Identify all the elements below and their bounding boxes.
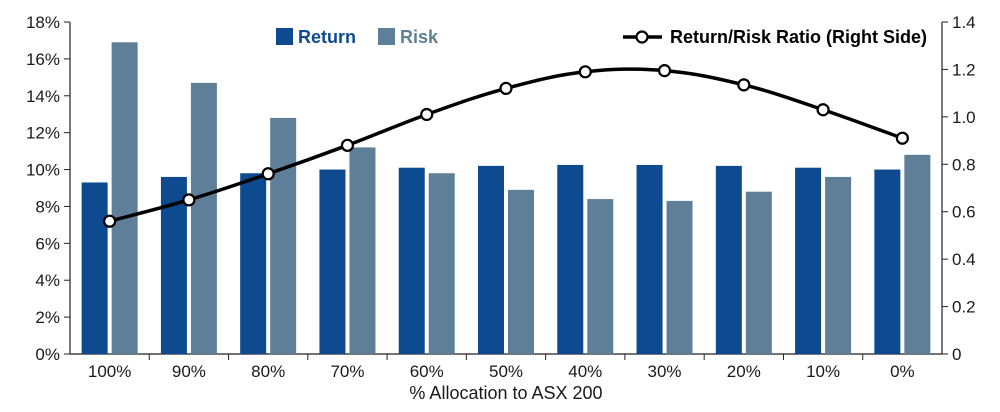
y-left-tick-label: 6% [35, 234, 60, 253]
x-tick-label: 30% [648, 362, 682, 381]
ratio-point [420, 107, 434, 122]
y-right-tick-label: 1.0 [952, 108, 976, 127]
ratio-point [340, 138, 355, 152]
ratio-point [657, 64, 672, 78]
x-tick-label: 90% [172, 362, 206, 381]
y-left-tick-label: 10% [26, 161, 60, 180]
bar-risk [666, 200, 693, 354]
y-left-tick-label: 16% [26, 50, 60, 69]
bar-return [81, 182, 108, 354]
x-axis-label: % Allocation to ASX 200 [409, 383, 602, 403]
ratio-point [182, 193, 196, 207]
bar-risk [587, 199, 614, 354]
bar-return [240, 173, 267, 354]
x-tick-label: 0% [890, 362, 915, 381]
x-tick-label: 20% [727, 362, 761, 381]
bar-return [636, 164, 663, 354]
y-right-tick-label: 0.8 [952, 155, 976, 174]
bar-risk [428, 173, 455, 354]
bar-return [874, 169, 901, 354]
y-right-tick-label: 0.6 [952, 203, 976, 222]
ratio-point [816, 103, 830, 117]
bar-risk [508, 189, 534, 354]
y-right-tick-label: 1.2 [952, 60, 976, 79]
y-left-tick-label: 4% [35, 271, 60, 290]
bar-return [795, 167, 822, 354]
ratio-point [895, 131, 909, 145]
y-left-tick-label: 2% [35, 308, 60, 327]
legend-marker-ratio [635, 30, 649, 44]
legend-swatch-return [276, 28, 293, 45]
bar-risk [270, 117, 297, 355]
bar-return [478, 165, 504, 354]
y-left-tick-label: 18% [26, 13, 60, 32]
bar-return [319, 169, 346, 354]
ratio-point [578, 65, 592, 79]
legend-label-return: Return [298, 27, 356, 47]
ratio-point [261, 167, 275, 181]
legend-swatch-risk [378, 28, 395, 45]
y-right-tick-label: 0 [952, 345, 961, 364]
y-left-tick-label: 14% [26, 87, 60, 106]
legend-label-risk: Risk [400, 27, 439, 47]
bar-return [557, 164, 584, 354]
bar-risk [190, 82, 217, 354]
x-tick-label: 10% [806, 362, 840, 381]
ratio-point [499, 81, 513, 96]
y-left-tick-label: 0% [35, 345, 60, 364]
x-tick-label: 40% [568, 362, 602, 381]
bar-risk [349, 147, 376, 354]
x-tick-label: 50% [489, 362, 523, 381]
bar-risk [745, 191, 772, 354]
bar-risk [904, 154, 931, 354]
y-right-tick-label: 1.4 [952, 13, 976, 32]
x-tick-label: 70% [330, 362, 364, 381]
bar-return [398, 167, 425, 354]
ratio-point [103, 214, 117, 228]
x-tick-label: 60% [410, 362, 444, 381]
legend-label-ratio: Return/Risk Ratio (Right Side) [670, 27, 927, 47]
x-tick-label: 80% [251, 362, 285, 381]
bar-risk [111, 42, 138, 355]
bar-return [715, 165, 742, 354]
y-left-tick-label: 8% [35, 197, 60, 216]
ratio-point [737, 78, 751, 92]
y-right-tick-label: 0.2 [952, 298, 976, 317]
x-tick-label: 100% [88, 362, 131, 381]
bar-risk [825, 176, 852, 354]
y-right-tick-label: 0.4 [952, 250, 976, 269]
y-left-tick-label: 12% [26, 124, 60, 143]
